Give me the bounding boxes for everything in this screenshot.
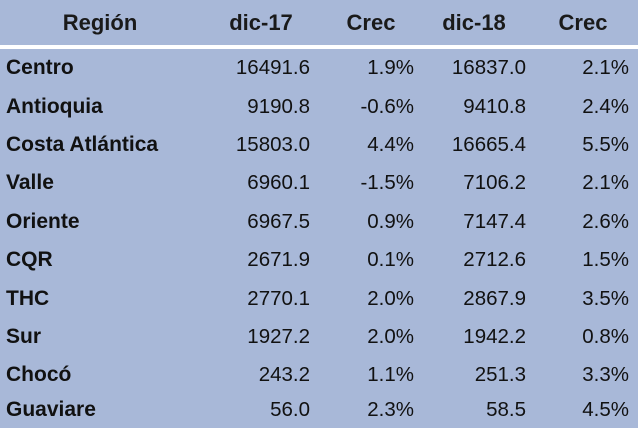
- dic-18-cell: 2712.6: [463, 248, 526, 272]
- table-row: Chocó 243.2 1.1% 251.3 3.3%: [0, 356, 638, 394]
- dic-18-cell: 58.5: [486, 397, 526, 421]
- dic-17-cell: 15803.0: [235, 132, 310, 156]
- crec-18-cell: 2.1%: [582, 171, 629, 195]
- region-cell: Valle: [6, 171, 54, 195]
- dic-17-cell: 1927.2: [247, 324, 310, 348]
- header-dic-17: dic-17: [229, 9, 293, 35]
- dic-17-cell: 9190.8: [247, 94, 310, 118]
- crec-18-cell: 2.4%: [582, 94, 629, 118]
- dic-17-cell: 2770.1: [247, 286, 310, 310]
- dic-18-cell: 16665.4: [451, 132, 526, 156]
- region-cell: Sur: [6, 324, 42, 348]
- crec-18-cell: 0.8%: [582, 324, 629, 348]
- dic-17-cell: 16491.6: [235, 56, 310, 80]
- region-cell: Centro: [6, 56, 74, 80]
- crec-17-cell: -0.6%: [360, 94, 414, 118]
- crec-18-cell: 3.3%: [582, 363, 629, 387]
- crec-18-cell: 1.5%: [582, 248, 629, 272]
- dic-17-cell: 6967.5: [247, 209, 310, 233]
- header-dic-18: dic-18: [442, 9, 506, 35]
- crec-17-cell: 0.1%: [367, 248, 414, 272]
- crec-17-cell: 1.1%: [367, 363, 414, 387]
- crec-17-cell: 2.3%: [367, 397, 414, 421]
- dic-18-cell: 7106.2: [463, 171, 526, 195]
- dic-18-cell: 7147.4: [463, 209, 526, 233]
- dic-18-cell: 1942.2: [463, 324, 526, 348]
- crec-17-cell: 1.9%: [367, 56, 414, 80]
- dic-17-cell: 243.2: [258, 363, 310, 387]
- dic-17-cell: 6960.1: [247, 171, 310, 195]
- table-header-row: Región dic-17 Crec dic-18 Crec: [0, 0, 638, 49]
- table-row: Costa Atlántica 15803.0 4.4% 16665.4 5.5…: [0, 126, 638, 164]
- header-crec-18: Crec: [558, 9, 608, 35]
- table-row: CQR 2671.9 0.1% 2712.6 1.5%: [0, 241, 638, 279]
- crec-17-cell: 4.4%: [367, 132, 414, 156]
- crec-18-cell: 2.6%: [582, 209, 629, 233]
- dic-18-cell: 9410.8: [463, 94, 526, 118]
- table-row: Valle 6960.1 -1.5% 7106.2 2.1%: [0, 164, 638, 202]
- table-row: Antioquia 9190.8 -0.6% 9410.8 2.4%: [0, 87, 638, 125]
- region-cell: Oriente: [6, 209, 80, 233]
- crec-17-cell: -1.5%: [360, 171, 414, 195]
- crec-18-cell: 4.5%: [582, 397, 629, 421]
- region-cell: Antioquia: [6, 94, 103, 118]
- table-row: Sur 1927.2 2.0% 1942.2 0.8%: [0, 318, 638, 356]
- crec-17-cell: 2.0%: [367, 324, 414, 348]
- table-row: Oriente 6967.5 0.9% 7147.4 2.6%: [0, 203, 638, 241]
- region-cell: Guaviare: [6, 397, 96, 421]
- crec-18-cell: 2.1%: [582, 56, 629, 80]
- header-region: Región: [62, 9, 138, 35]
- region-cell: CQR: [6, 248, 53, 272]
- dic-18-cell: 2867.9: [463, 286, 526, 310]
- table-row: Centro 16491.6 1.9% 16837.0 2.1%: [0, 49, 638, 87]
- table-row: Guaviare 56.0 2.3% 58.5 4.5%: [0, 391, 638, 429]
- crec-17-cell: 2.0%: [367, 286, 414, 310]
- crec-17-cell: 0.9%: [367, 209, 414, 233]
- dic-17-cell: 2671.9: [247, 248, 310, 272]
- header-crec-17: Crec: [346, 9, 396, 35]
- crec-18-cell: 3.5%: [582, 286, 629, 310]
- region-cell: Chocó: [6, 363, 72, 387]
- region-cell: Costa Atlántica: [6, 132, 159, 156]
- table-row: THC 2770.1 2.0% 2867.9 3.5%: [0, 279, 638, 317]
- dic-18-cell: 16837.0: [451, 56, 526, 80]
- dic-17-cell: 56.0: [270, 397, 310, 421]
- crec-18-cell: 5.5%: [582, 132, 629, 156]
- region-cell: THC: [6, 286, 50, 310]
- dic-18-cell: 251.3: [474, 363, 526, 387]
